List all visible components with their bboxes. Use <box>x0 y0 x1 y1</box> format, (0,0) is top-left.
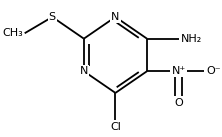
Text: O: O <box>174 98 183 108</box>
Text: CH₃: CH₃ <box>2 28 23 38</box>
Text: N⁺: N⁺ <box>171 66 186 76</box>
Text: NH₂: NH₂ <box>180 34 202 44</box>
Text: O⁻: O⁻ <box>206 66 221 76</box>
Text: S: S <box>49 12 56 22</box>
Text: N: N <box>111 12 120 22</box>
Text: Cl: Cl <box>110 122 121 132</box>
Text: N: N <box>80 66 88 76</box>
